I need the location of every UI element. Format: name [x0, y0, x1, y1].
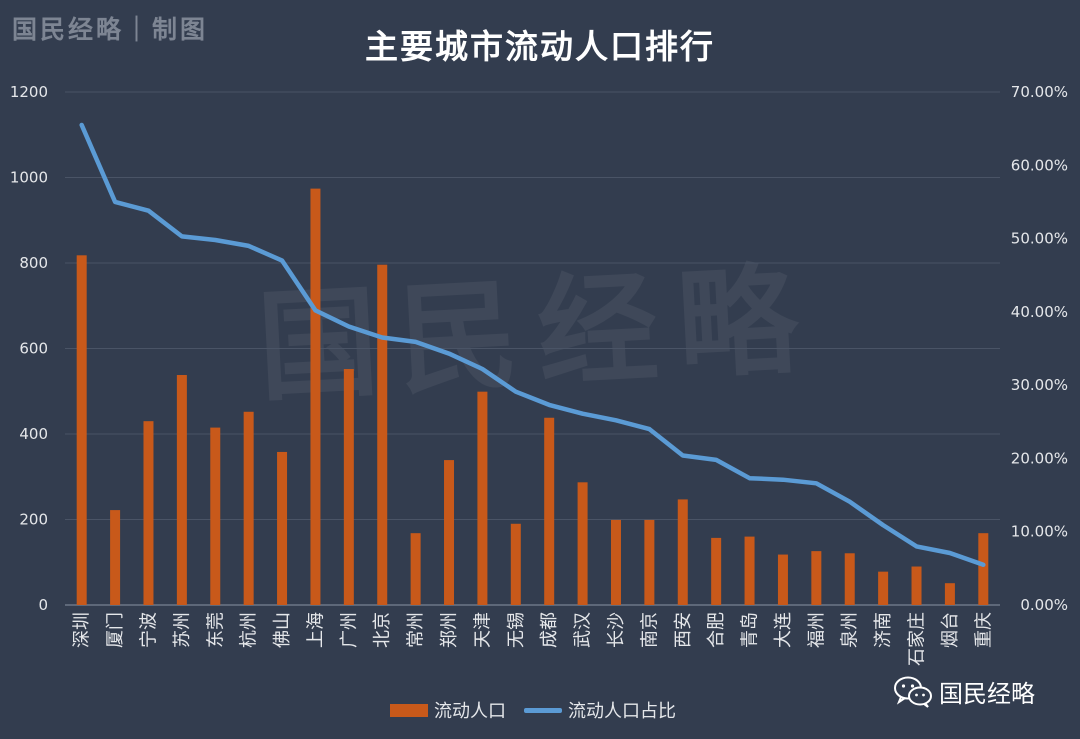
brand-logo-bottom: 国民经略	[893, 674, 1035, 709]
bar	[444, 460, 455, 605]
chart-legend: 流动人口 流动人口占比	[390, 697, 694, 723]
y-right-tick-label: 30.00%	[1011, 376, 1068, 394]
x-tick-label: 长沙	[606, 612, 627, 648]
y-left-tick-label: 200	[19, 511, 48, 529]
bar	[844, 553, 855, 605]
y-right-tick-label: 60.00%	[1011, 156, 1068, 174]
x-tick-label: 重庆	[973, 612, 994, 648]
legend-item-line: 流动人口占比	[524, 697, 676, 723]
y-right-tick-label: 50.00%	[1011, 230, 1068, 248]
bar	[878, 571, 889, 605]
legend-item-bar: 流动人口	[390, 697, 506, 723]
x-tick-label: 杭州	[239, 612, 260, 648]
x-tick-label: 无锡	[506, 612, 527, 648]
x-tick-label: 西安	[673, 612, 694, 648]
bar	[610, 519, 621, 605]
x-tick-label: 北京	[372, 612, 393, 648]
bar	[410, 533, 421, 605]
x-tick-label: 青岛	[740, 612, 761, 648]
bar	[76, 255, 87, 605]
bar	[577, 482, 588, 605]
bar	[477, 391, 488, 605]
bar	[644, 519, 655, 605]
bar	[510, 523, 521, 605]
legend-swatch-bar	[390, 703, 428, 717]
bar	[544, 417, 555, 605]
bar	[911, 566, 922, 605]
x-tick-label: 武汉	[573, 612, 594, 648]
wechat-icon	[894, 676, 932, 708]
x-tick-label: 广州	[339, 612, 360, 648]
x-tick-label: 郑州	[439, 612, 460, 648]
x-tick-label: 烟台	[940, 612, 961, 648]
x-tick-label: 苏州	[172, 612, 193, 648]
legend-label-bar: 流动人口	[434, 701, 506, 722]
bar	[143, 421, 154, 605]
bar	[277, 451, 288, 605]
y-right-tick-label: 40.00%	[1011, 303, 1068, 321]
bar	[210, 427, 221, 605]
chart-title: 主要城市流动人口排行	[365, 27, 715, 66]
x-tick-label: 石家庄	[907, 612, 928, 666]
legend-swatch-line	[524, 707, 562, 713]
x-tick-label: 宁波	[138, 612, 159, 648]
x-tick-label: 福州	[806, 612, 827, 648]
y-left-tick-label: 0	[38, 596, 48, 614]
bar	[777, 554, 788, 605]
brand-name: 国民经略	[939, 680, 1035, 708]
x-tick-label: 常州	[406, 612, 427, 648]
bar	[110, 510, 121, 605]
legend-label-line: 流动人口占比	[568, 701, 676, 722]
bar	[243, 411, 254, 605]
y-left-tick-label: 600	[19, 340, 48, 358]
series-line	[79, 122, 986, 567]
y-right-tick-label: 0.00%	[1020, 596, 1068, 614]
watermark-text: 国民经略	[255, 248, 822, 418]
x-tick-label: 成都	[539, 612, 560, 648]
x-tick-label: 佛山	[272, 612, 293, 648]
x-tick-label: 大连	[773, 612, 794, 648]
x-tick-label: 天津	[472, 612, 493, 648]
y-left-tick-label: 1200	[10, 83, 48, 101]
x-tick-label: 济南	[873, 612, 894, 648]
bar	[944, 583, 955, 605]
y-right-tick-label: 10.00%	[1011, 523, 1068, 541]
x-tick-label: 上海	[305, 612, 326, 648]
bar	[310, 188, 321, 606]
x-tick-label: 深圳	[72, 612, 93, 648]
x-tick-label: 泉州	[840, 612, 861, 648]
brand-watermark-top: 国民经略｜制图	[12, 15, 209, 44]
x-tick-label: 合肥	[706, 612, 727, 648]
bar	[711, 537, 722, 605]
y-left-tick-label: 800	[19, 254, 48, 272]
bar	[744, 536, 755, 605]
x-tick-label: 东莞	[205, 612, 226, 648]
y-left-tick-label: 1000	[10, 169, 48, 187]
y-right-tick-label: 70.00%	[1011, 83, 1068, 101]
x-tick-label: 厦门	[105, 612, 126, 648]
bar	[811, 551, 822, 605]
y-left-tick-label: 400	[19, 425, 48, 443]
bar	[978, 533, 989, 605]
bar	[343, 369, 354, 605]
bar	[176, 375, 187, 605]
x-tick-label: 南京	[639, 612, 660, 648]
y-right-tick-label: 20.00%	[1011, 449, 1068, 467]
bar	[377, 264, 388, 605]
bar	[677, 499, 688, 605]
